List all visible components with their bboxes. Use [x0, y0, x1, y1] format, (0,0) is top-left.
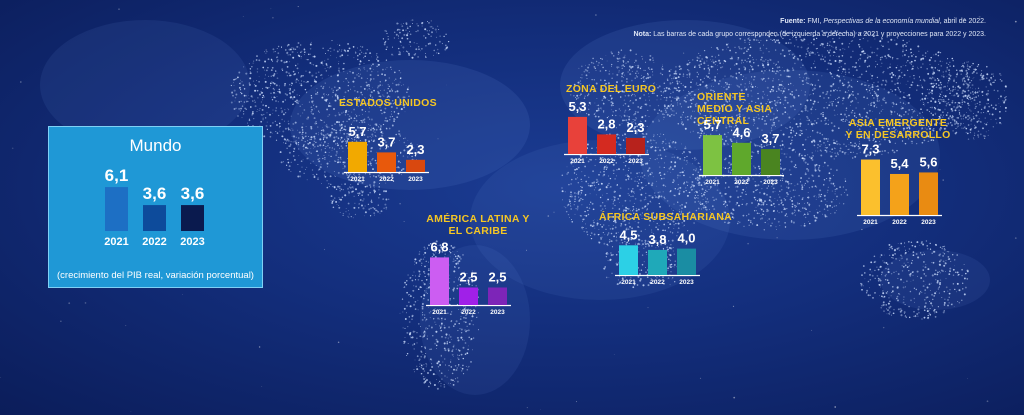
chart-4: 7,3 2021 5,4 2022 5,6 2023 — [857, 142, 942, 226]
data-label: 3,6 — [143, 184, 167, 203]
data-label: 4,5 — [619, 227, 637, 242]
bar — [105, 187, 128, 231]
bar — [406, 159, 425, 172]
data-label: 4,6 — [732, 125, 750, 140]
bar — [732, 142, 751, 175]
data-label: 5,6 — [919, 154, 937, 169]
data-label: 7,3 — [861, 142, 879, 157]
chart-0: 6,1 2021 3,6 2022 3,6 2023 — [104, 166, 204, 248]
bar — [430, 257, 449, 305]
year-label: 2021 — [350, 176, 365, 183]
bar — [348, 141, 367, 172]
data-label: 5,7 — [348, 124, 366, 139]
map-dots — [0, 6, 1017, 412]
data-label: 5,7 — [703, 117, 721, 132]
bar — [648, 249, 667, 275]
year-label: 2021 — [863, 219, 878, 226]
year-label: 2022 — [461, 309, 476, 316]
year-label: 2022 — [379, 176, 394, 183]
bar — [890, 173, 909, 215]
bar — [597, 134, 616, 154]
source-note: Fuente: FMI, Perspectivas de la economía… — [633, 15, 986, 41]
region-title-africa: ÁFRICA SUBSAHARIANA — [599, 211, 733, 223]
data-label: 3,8 — [648, 232, 666, 247]
chart-6: 4,5 2021 3,8 2022 4,0 2023 — [615, 227, 700, 286]
bar — [377, 152, 396, 172]
mundo-title: Mundo — [129, 136, 182, 155]
year-label: 2023 — [628, 158, 643, 165]
bar — [861, 159, 880, 215]
chart-1: 5,7 2021 3,7 2022 2,3 2023 — [344, 124, 429, 183]
region-title-oriente-medio: ORIENTE MEDIO Y ASIA CENTRAL — [697, 91, 772, 127]
region-title-zona-euro: ZONA DEL EURO — [566, 83, 657, 95]
year-label: 2023 — [180, 236, 204, 248]
year-label: 2023 — [408, 176, 423, 183]
nota-line: Nota: Las barras de cada grupo correspon… — [633, 31, 986, 38]
year-label: 2021 — [705, 179, 720, 186]
year-label: 2023 — [490, 309, 505, 316]
year-label: 2021 — [570, 158, 585, 165]
year-label: 2023 — [763, 179, 778, 186]
year-label: 2022 — [734, 179, 749, 186]
data-label: 3,6 — [181, 184, 205, 203]
bar — [143, 205, 166, 231]
region-title-america-latina: AMÉRICA LATINA Y EL CARIBE — [426, 213, 530, 237]
data-label: 5,4 — [890, 156, 909, 171]
mundo-caption: (crecimiento del PIB real, variación por… — [57, 270, 254, 281]
data-label: 2,3 — [626, 120, 644, 135]
bar — [626, 137, 645, 154]
bar — [761, 149, 780, 175]
map-glow — [40, 20, 990, 395]
region-title-estados-unidos: ESTADOS UNIDOS — [339, 97, 437, 109]
year-label: 2021 — [104, 236, 128, 248]
bar — [568, 116, 587, 154]
year-label: 2023 — [921, 219, 936, 226]
year-label: 2022 — [650, 279, 665, 286]
bar — [677, 248, 696, 275]
data-label: 6,8 — [430, 239, 448, 254]
bar — [919, 172, 938, 215]
region-title-asia-emergente: ASIA EMERGENTE Y EN DESARROLLO — [845, 117, 951, 141]
year-label: 2021 — [432, 309, 447, 316]
year-label: 2021 — [621, 279, 636, 286]
bar — [181, 205, 204, 231]
data-label: 2,3 — [406, 142, 424, 157]
bar — [703, 135, 722, 175]
data-label: 6,1 — [105, 166, 129, 185]
data-label: 3,7 — [761, 131, 779, 146]
year-label: 2022 — [599, 158, 614, 165]
fuente-line: Fuente: FMI, Perspectivas de la economía… — [780, 18, 986, 25]
year-label: 2022 — [892, 219, 907, 226]
bar — [459, 287, 478, 305]
data-label: 2,5 — [488, 270, 506, 285]
data-label: 4,0 — [677, 231, 695, 246]
data-label: 2,5 — [459, 270, 477, 285]
chart-3: 5,7 2021 4,6 2022 3,7 2023 — [699, 117, 784, 186]
year-label: 2022 — [142, 236, 166, 248]
data-label: 3,7 — [377, 134, 395, 149]
data-label: 2,8 — [597, 116, 615, 131]
data-label: 5,3 — [568, 99, 586, 114]
bar — [619, 245, 638, 275]
year-label: 2023 — [679, 279, 694, 286]
chart-5: 6,8 2021 2,5 2022 2,5 2023 — [426, 239, 511, 316]
chart-2: 5,3 2021 2,8 2022 2,3 2023 — [564, 99, 649, 165]
bar — [488, 287, 507, 305]
